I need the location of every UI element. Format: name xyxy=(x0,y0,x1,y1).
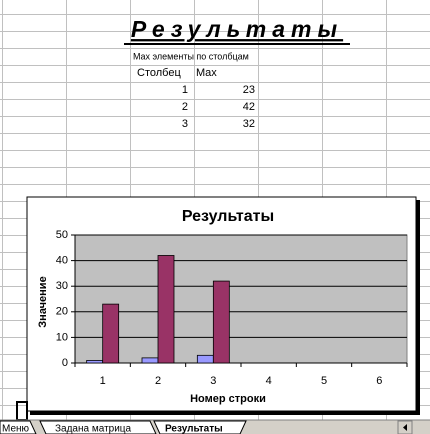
sheet-subtitle: Max элементы по столбцам xyxy=(133,51,249,61)
sheet-title: Результаты xyxy=(131,16,343,42)
tab-label[interactable]: Задана матрица xyxy=(55,424,132,434)
selection-handle xyxy=(16,401,28,421)
table-cell: 3 xyxy=(182,118,188,130)
y-tick-label: 30 xyxy=(56,280,68,292)
table-cell: 1 xyxy=(182,84,188,96)
x-tick-label: 2 xyxy=(155,375,161,387)
tab-active xyxy=(153,420,247,434)
x-tick-label: 5 xyxy=(321,375,327,387)
x-axis-title: Номер строки xyxy=(190,393,266,405)
scroll-arrow xyxy=(403,424,407,431)
chart-title: Результаты xyxy=(182,208,274,225)
tab-label[interactable]: Меню xyxy=(2,424,30,434)
y-tick-label: 50 xyxy=(56,229,68,241)
bar xyxy=(212,280,230,364)
bar xyxy=(141,357,159,364)
table-cell: 23 xyxy=(243,84,255,96)
y-tick-label: 20 xyxy=(56,306,68,318)
table-cell: 42 xyxy=(243,101,255,113)
y-axis-title: Значение xyxy=(37,276,49,327)
x-tick-label: 1 xyxy=(100,375,106,387)
bar xyxy=(157,255,175,364)
bar xyxy=(196,354,214,364)
table-header: Столбец xyxy=(137,67,181,79)
x-tick-label: 6 xyxy=(376,375,382,387)
bar xyxy=(102,303,120,364)
chart[interactable]: Результаты Номер строки Значение 0 10 20 30… xyxy=(26,196,420,415)
x-tick-label: 3 xyxy=(210,375,216,387)
table-header: Max xyxy=(196,67,217,79)
tab-label[interactable]: Результаты xyxy=(165,424,223,434)
tab xyxy=(39,420,157,434)
tab xyxy=(0,420,37,434)
table-cell: 32 xyxy=(243,118,255,130)
bar xyxy=(86,360,104,364)
y-tick-label: 0 xyxy=(62,357,68,369)
y-tick-label: 40 xyxy=(56,255,68,267)
x-tick-label: 4 xyxy=(266,375,272,387)
table-cell: 2 xyxy=(182,101,188,113)
plot-area xyxy=(74,234,408,364)
y-tick-label: 10 xyxy=(56,331,68,343)
